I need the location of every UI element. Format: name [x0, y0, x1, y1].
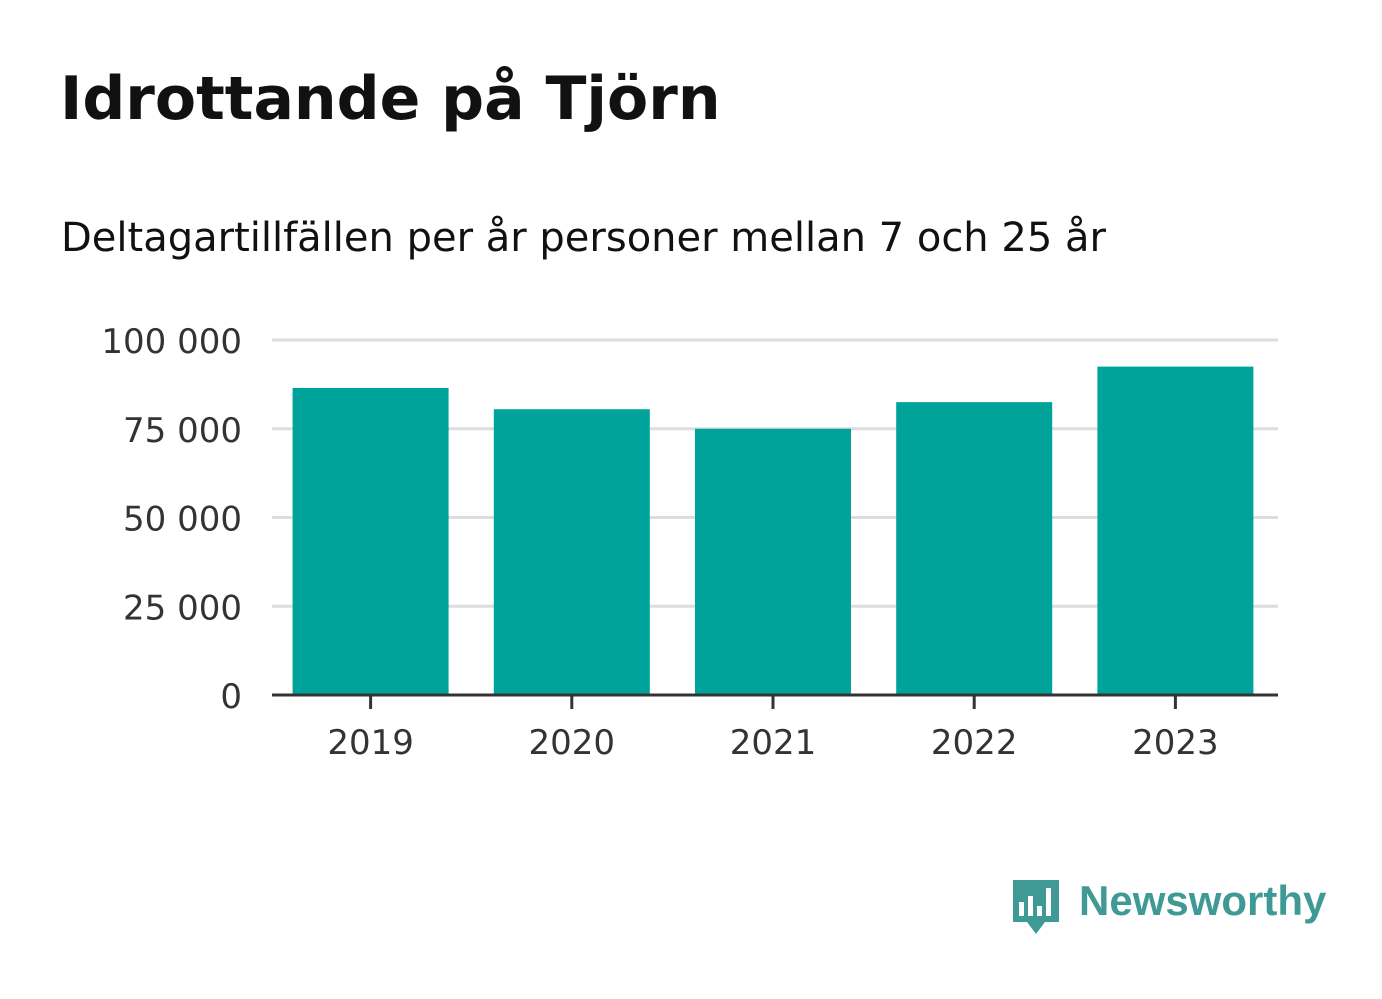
x-tick-label: 2022 — [931, 723, 1018, 763]
x-tick-label: 2020 — [529, 723, 616, 763]
chart-title: Idrottande på Tjörn — [60, 64, 721, 134]
bar-2019 — [292, 387, 449, 695]
x-tick-label: 2019 — [327, 723, 414, 763]
y-tick-label: 50 000 — [123, 500, 242, 540]
newsworthy-chart-bubble-icon — [1013, 880, 1059, 934]
chart-subtitle: Deltagartillfällen per år personer mella… — [61, 215, 1106, 261]
x-tick-label: 2021 — [730, 723, 817, 763]
x-tick-labels: 2019 2020 2021 2022 2023 — [327, 723, 1218, 763]
y-tick-labels: 0 25 000 50 000 75 000 100 000 — [101, 322, 242, 717]
bar-2023 — [1097, 366, 1254, 695]
bars — [292, 366, 1254, 695]
x-axis — [272, 693, 1278, 709]
bar-2021 — [695, 428, 851, 695]
y-tick-label: 100 000 — [101, 322, 242, 362]
y-tick-label: 0 — [220, 677, 242, 717]
bar-2022 — [896, 402, 1053, 695]
newsworthy-logo: Newsworthy — [1011, 877, 1327, 940]
y-tick-label: 25 000 — [123, 588, 242, 628]
bar-2020 — [493, 409, 650, 695]
y-tick-label: 75 000 — [123, 411, 242, 451]
logo-text: Newsworthy — [1079, 877, 1327, 924]
x-tick-label: 2023 — [1132, 723, 1219, 763]
